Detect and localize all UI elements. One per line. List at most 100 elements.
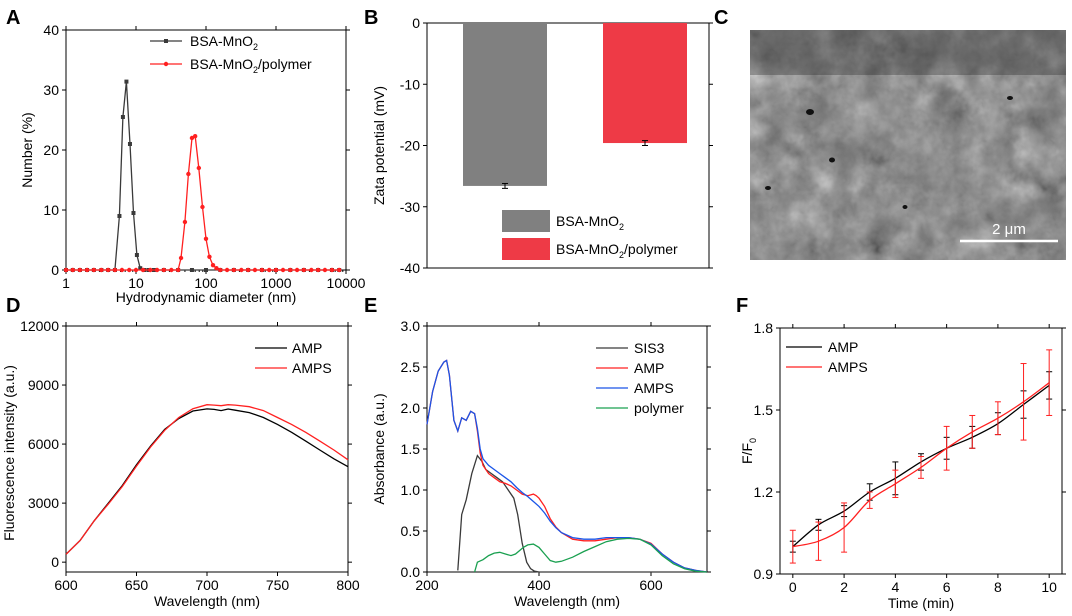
data-point	[112, 267, 118, 273]
data-point	[70, 267, 75, 273]
x-tick-label: 800	[336, 577, 360, 593]
legend-marker	[163, 61, 169, 67]
data-point	[119, 267, 125, 273]
x-tick-label: 6	[943, 579, 951, 595]
panel-label-b: B	[364, 7, 378, 29]
x-tick-label: 1000	[260, 275, 291, 291]
scale-bar-label: 2 μm	[992, 221, 1026, 238]
legend-label: BSA-MnO2	[556, 213, 624, 232]
data-point	[186, 171, 191, 177]
panel-label-c: C	[714, 7, 728, 29]
data-point	[189, 268, 194, 272]
y-axis-label: Absorbance (a.u.)	[371, 393, 387, 504]
data-point	[288, 267, 293, 273]
x-axis-label: Wavelength (nm)	[154, 593, 260, 609]
x-axis-label: Hydrodynamic diameter (nm)	[116, 289, 297, 305]
y-tick-label: 9000	[28, 377, 59, 393]
x-tick-label: 10	[1041, 579, 1057, 595]
data-point	[200, 204, 205, 210]
x-tick-label: 600	[54, 577, 78, 593]
series-line	[66, 81, 340, 271]
data-point	[77, 267, 83, 273]
data-point	[131, 211, 136, 215]
x-tick-label: 8	[994, 579, 1002, 595]
data-point	[280, 267, 286, 273]
data-point	[203, 236, 209, 241]
y-tick-label: -10	[400, 76, 420, 92]
data-point	[322, 267, 328, 273]
x-tick-label: 750	[266, 577, 290, 593]
data-point	[91, 267, 97, 273]
series-line	[473, 537, 708, 573]
legend-label: BSA-MnO2	[190, 33, 258, 52]
data-point	[134, 253, 139, 257]
y-tick-label: -30	[400, 199, 420, 215]
y-tick-label: 0.0	[401, 564, 421, 580]
chart-f-ratio-time: 0 2 4 6 8 10 0.9 1.2 1.5 1.8 Time (min) F/F0 AMP AMPS	[739, 320, 1066, 611]
x-tick-label: 700	[195, 577, 219, 593]
x-tick-label: 100	[194, 275, 218, 291]
legend-label: AMPS	[292, 360, 332, 376]
data-point	[175, 267, 181, 273]
data-point	[294, 267, 300, 273]
panel-label-f: F	[736, 295, 748, 317]
legend-label: BSA-MnO2/polymer	[190, 56, 312, 75]
data-point	[140, 267, 146, 273]
data-point	[182, 219, 188, 225]
data-point	[337, 267, 342, 273]
data-point	[218, 267, 223, 273]
panel-label-d: D	[6, 295, 20, 317]
x-tick-label: 400	[527, 577, 551, 593]
legend-label: AMPS	[828, 359, 868, 375]
y-axis-label: Zata potential (mV)	[371, 86, 387, 205]
y-tick-label: 40	[43, 22, 59, 38]
data-point	[84, 267, 90, 273]
x-tick-label: 600	[639, 577, 663, 593]
data-point	[252, 267, 258, 273]
data-point	[117, 214, 122, 218]
x-tick-label: 200	[415, 577, 439, 593]
y-tick-label: 20	[43, 142, 59, 158]
y-tick-label: 30	[43, 82, 59, 98]
x-tick-label: 0	[789, 579, 797, 595]
x-axis-label: Wavelength (nm)	[514, 593, 620, 609]
y-axis-label: Number (%)	[19, 112, 35, 187]
y-tick-label: 0.9	[754, 566, 774, 582]
y-axis-label: Fluorescence intensity (a.u.)	[1, 365, 17, 541]
series-line	[66, 135, 340, 271]
data-point	[245, 267, 251, 273]
panel-label-e: E	[364, 295, 377, 317]
data-point	[315, 267, 321, 273]
y-tick-label: -40	[400, 260, 420, 276]
data-point	[120, 115, 125, 119]
data-point	[99, 267, 104, 273]
series-line	[65, 408, 349, 555]
bar	[603, 23, 687, 144]
x-tick-label: 650	[125, 577, 149, 593]
legend-label: polymer	[634, 400, 684, 416]
data-point	[210, 263, 216, 268]
data-point	[148, 267, 153, 273]
data-point	[133, 267, 139, 273]
y-tick-label: 0.5	[401, 523, 421, 539]
data-point	[224, 267, 230, 273]
y-tick-label: 0	[51, 262, 59, 278]
legend-marker	[164, 39, 168, 43]
chart-b-zeta-potential: 0 -10 -20 -30 -40 Zata potential (mV) BSA-MnO2…	[371, 15, 713, 276]
data-point	[63, 267, 69, 273]
legend-label: AMP	[292, 340, 322, 356]
data-point	[239, 267, 244, 273]
data-point	[178, 255, 184, 261]
series-line	[457, 454, 707, 573]
data-point	[301, 267, 307, 273]
y-tick-label: 2.0	[401, 400, 421, 416]
chart-d-fluorescence: 600 650 700 750 800 0 3000 6000 9000 12000 Wavelen…	[1, 318, 360, 609]
data-point	[273, 267, 279, 273]
y-tick-label: 1.0	[401, 482, 421, 498]
data-point	[192, 134, 198, 139]
y-tick-label: 3.0	[401, 318, 421, 334]
data-point	[127, 267, 132, 273]
data-point	[161, 267, 167, 273]
y-tick-label: 6000	[28, 436, 59, 452]
y-axis-label: F/F0	[739, 438, 758, 464]
